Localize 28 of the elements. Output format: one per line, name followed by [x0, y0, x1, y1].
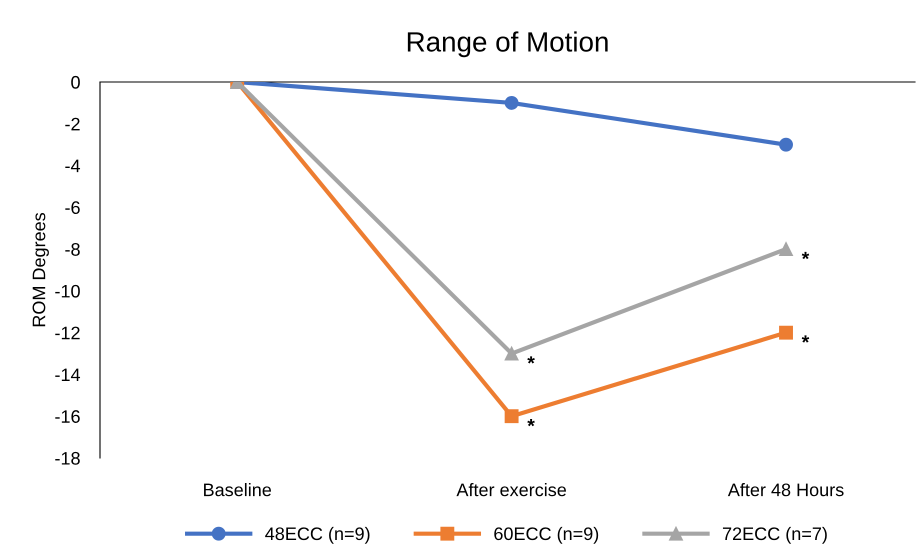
y-tick-label: -16 [55, 410, 80, 423]
chart-title: Range of Motion [408, 31, 608, 58]
annotation: * [527, 418, 535, 426]
y-tick-label: -12 [55, 326, 80, 340]
point [504, 96, 519, 110]
y-tick-label: -10 [55, 284, 80, 298]
y-tick-label: -6 [65, 201, 80, 214]
annotation: * [527, 356, 535, 364]
legend-label: 48ECC (n=9) [265, 526, 370, 544]
point [779, 242, 793, 256]
legend-label: 60ECC (n=9) [494, 526, 598, 544]
point [779, 138, 793, 152]
x-tick-label: Baseline [204, 483, 272, 496]
point [504, 409, 519, 424]
y-tick-label: -8 [65, 243, 80, 256]
legend-label: 72ECC (n=7) [722, 526, 827, 544]
y-tick-label: -4 [65, 160, 80, 172]
x-tick-label: After 48 Hours [728, 483, 844, 496]
y-axis-title: ROM Degrees [32, 212, 49, 326]
point [504, 346, 519, 360]
y-tick-label: -18 [55, 452, 80, 465]
y-tick-label: -14 [55, 368, 80, 381]
y-tick-label: 0 [71, 76, 80, 89]
annotation: * [802, 335, 810, 343]
x-tick-label: After exercise [456, 483, 566, 496]
y-tick-label: -2 [65, 118, 80, 130]
annotation: * [802, 252, 810, 260]
point [779, 326, 793, 340]
